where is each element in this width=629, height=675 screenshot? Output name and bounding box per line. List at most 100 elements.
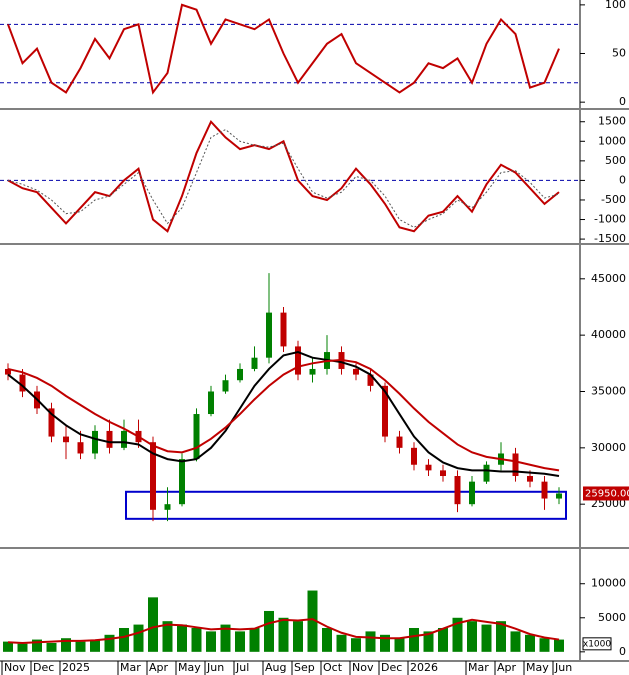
volume-bar bbox=[162, 621, 173, 652]
volume-bar bbox=[278, 617, 289, 652]
x-tick-label: 2026 bbox=[410, 661, 438, 674]
volume-bar bbox=[90, 639, 100, 652]
y-tick-label: 500 bbox=[605, 154, 626, 167]
candle-body bbox=[425, 464, 432, 471]
volume-bar bbox=[496, 621, 506, 652]
volume-bar bbox=[264, 610, 274, 652]
y-tick-label: 30000 bbox=[591, 441, 626, 454]
candle-body bbox=[396, 436, 403, 448]
candle-body bbox=[77, 442, 84, 454]
volume-bar bbox=[177, 624, 187, 652]
volume-bar bbox=[510, 631, 521, 652]
x-tick-label: Dec bbox=[33, 661, 54, 674]
volume-bar bbox=[17, 643, 28, 652]
volume-bar bbox=[75, 641, 86, 652]
y-tick-label: 1000 bbox=[598, 134, 626, 147]
candle-body bbox=[382, 385, 388, 437]
x-tick-label: Dec bbox=[381, 661, 402, 674]
candle-body bbox=[367, 374, 374, 386]
unit-box bbox=[582, 637, 612, 651]
volume-bar bbox=[554, 639, 564, 652]
y-tick-label: 0 bbox=[619, 645, 626, 658]
candle-body bbox=[411, 447, 417, 465]
volume-bar bbox=[394, 638, 405, 652]
volume-bar bbox=[235, 631, 245, 652]
candle-body bbox=[556, 493, 562, 499]
volume-bar bbox=[220, 624, 231, 652]
x-tick-label: Mar bbox=[120, 661, 141, 674]
last-value-label: 25950.00 bbox=[585, 488, 629, 499]
candle-body bbox=[251, 357, 258, 369]
highlight-box bbox=[125, 490, 567, 520]
y-tick-label: -1000 bbox=[594, 213, 626, 226]
volume-bar bbox=[351, 638, 361, 652]
volume-bar bbox=[365, 631, 376, 652]
candle-body bbox=[193, 414, 200, 460]
candle-body bbox=[48, 408, 55, 437]
candle-body bbox=[164, 504, 171, 510]
volume-bar bbox=[104, 634, 115, 652]
x-tick-label: Apr bbox=[497, 661, 517, 674]
y-tick-label: 40000 bbox=[591, 328, 626, 341]
candle-body bbox=[280, 312, 287, 347]
x-tick-label: May bbox=[526, 661, 549, 674]
x-tick-label: Jul bbox=[235, 661, 249, 674]
volume-bar bbox=[438, 627, 448, 652]
volume-bar bbox=[119, 627, 129, 652]
candle-body bbox=[440, 470, 446, 477]
volume-bar bbox=[206, 631, 216, 652]
candle-body bbox=[208, 391, 214, 415]
candle-body bbox=[527, 476, 533, 482]
series-line bbox=[7, 358, 560, 472]
candle-body bbox=[121, 430, 127, 448]
y-tick-label: 0 bbox=[619, 173, 626, 186]
last-value-box bbox=[583, 486, 629, 501]
candle-body bbox=[483, 464, 490, 482]
candle-body bbox=[237, 368, 243, 381]
x-tick-label: Jun bbox=[554, 661, 572, 674]
y-tick-label: 10000 bbox=[591, 577, 626, 590]
y-tick-label: 45000 bbox=[591, 272, 626, 285]
volume-bar bbox=[3, 641, 13, 652]
candle-body bbox=[19, 374, 26, 392]
x-tick-label: Aug bbox=[265, 661, 286, 674]
volume-bar bbox=[423, 631, 434, 652]
series-line bbox=[7, 618, 560, 644]
candle-body bbox=[92, 430, 98, 454]
unit-label: x1000 bbox=[583, 639, 612, 649]
y-tick-label: 100 bbox=[605, 0, 626, 11]
x-tick-label: Oct bbox=[323, 661, 343, 674]
volume-bar bbox=[525, 634, 535, 652]
candle-body bbox=[454, 476, 461, 505]
series-line bbox=[7, 3, 560, 95]
volume-bar bbox=[481, 624, 492, 652]
y-tick-label: 35000 bbox=[591, 384, 626, 397]
series-line bbox=[7, 119, 560, 233]
series-line bbox=[7, 128, 560, 228]
candle-body bbox=[295, 346, 301, 375]
y-tick-label: 0 bbox=[619, 95, 626, 108]
candle-body bbox=[266, 312, 272, 358]
volume-bar bbox=[307, 590, 318, 652]
volume-bar bbox=[46, 642, 57, 652]
candle-body bbox=[222, 380, 229, 392]
candle-body bbox=[541, 481, 548, 499]
volume-bar bbox=[539, 638, 550, 652]
x-tick-label: 2025 bbox=[62, 661, 90, 674]
x-tick-label: Apr bbox=[149, 661, 169, 674]
volume-bar bbox=[148, 597, 158, 652]
candle-body bbox=[63, 436, 69, 443]
volume-bar bbox=[249, 627, 260, 652]
candle-body bbox=[106, 430, 113, 448]
volume-bar bbox=[322, 627, 332, 652]
candle-body bbox=[150, 442, 156, 510]
volume-bar bbox=[191, 627, 202, 652]
x-tick-label: Jun bbox=[206, 661, 224, 674]
candle-body bbox=[5, 368, 11, 375]
y-tick-label: -1500 bbox=[594, 232, 626, 245]
x-tick-label: Sep bbox=[294, 661, 315, 674]
y-tick-label: 5000 bbox=[598, 611, 626, 624]
candle-body bbox=[512, 453, 519, 477]
